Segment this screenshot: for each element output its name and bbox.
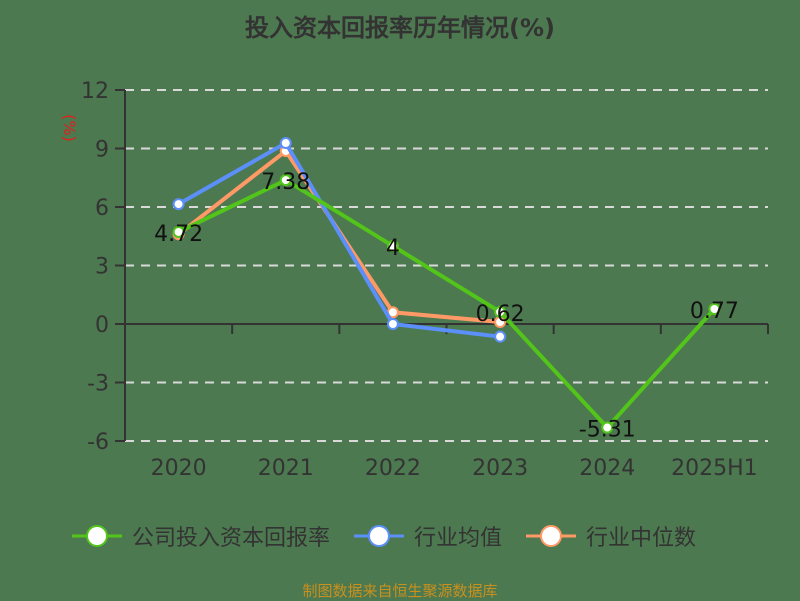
series-line <box>177 177 716 431</box>
y-tick-label: -3 <box>87 372 109 397</box>
x-tick-label: 2023 <box>472 456 528 481</box>
legend-marker-icon <box>526 525 577 547</box>
data-point[interactable] <box>601 421 614 434</box>
y-tick-label: -6 <box>87 430 109 455</box>
y-tick-label: 0 <box>95 313 109 338</box>
x-tick-label: 2024 <box>579 456 635 481</box>
chart-title: 投入资本回报率历年情况(%) <box>245 14 555 42</box>
y-axis-unit: (%) <box>60 114 79 142</box>
legend-item-industry-median[interactable]: 行业中位数 <box>524 520 696 552</box>
legend: 公司投入资本回报率 行业均值 行业中位数 <box>70 520 696 552</box>
series-line <box>177 140 501 339</box>
data-point[interactable] <box>386 318 399 330</box>
data-point[interactable] <box>494 305 507 318</box>
data-point[interactable] <box>494 330 507 343</box>
data-point[interactable] <box>279 137 292 150</box>
legend-item-industry-average[interactable]: 行业均值 <box>352 520 502 552</box>
line-chart: 12 9 6 3 0 -3 -6 2020 2021 2022 2023 2024 2025H1 (%) 4… <box>60 79 769 481</box>
data-label: 7.38 <box>261 170 310 195</box>
data-source-footer: 制图数据来自恒生聚源数据库 <box>302 582 498 600</box>
x-tick-label: 2025H1 <box>671 456 758 481</box>
x-tick-label: 2020 <box>151 456 207 481</box>
y-tick-label: 6 <box>95 196 109 221</box>
legend-label: 行业中位数 <box>586 526 697 551</box>
data-point[interactable] <box>279 174 292 187</box>
legend-label: 公司投入资本回报率 <box>132 526 331 551</box>
legend-item-company[interactable]: 公司投入资本回报率 <box>70 520 330 552</box>
legend-marker-icon <box>354 525 405 547</box>
data-point[interactable] <box>172 198 185 211</box>
data-label: 0.62 <box>476 302 525 327</box>
y-tick-label: 9 <box>95 138 109 163</box>
data-label: 0.77 <box>690 299 739 324</box>
data-label: 4.72 <box>154 222 203 247</box>
x-tick-label: 2022 <box>365 456 421 481</box>
data-point[interactable] <box>386 240 399 252</box>
data-label: 4 <box>386 236 400 261</box>
data-point[interactable] <box>172 225 185 238</box>
legend-marker-icon <box>72 525 122 547</box>
data-point[interactable] <box>708 302 721 315</box>
y-tick-label: 12 <box>81 79 109 104</box>
x-tick-label: 2021 <box>258 456 314 481</box>
data-label: -5.31 <box>579 418 636 443</box>
y-tick-label: 3 <box>95 255 109 280</box>
legend-label: 行业均值 <box>414 526 503 551</box>
